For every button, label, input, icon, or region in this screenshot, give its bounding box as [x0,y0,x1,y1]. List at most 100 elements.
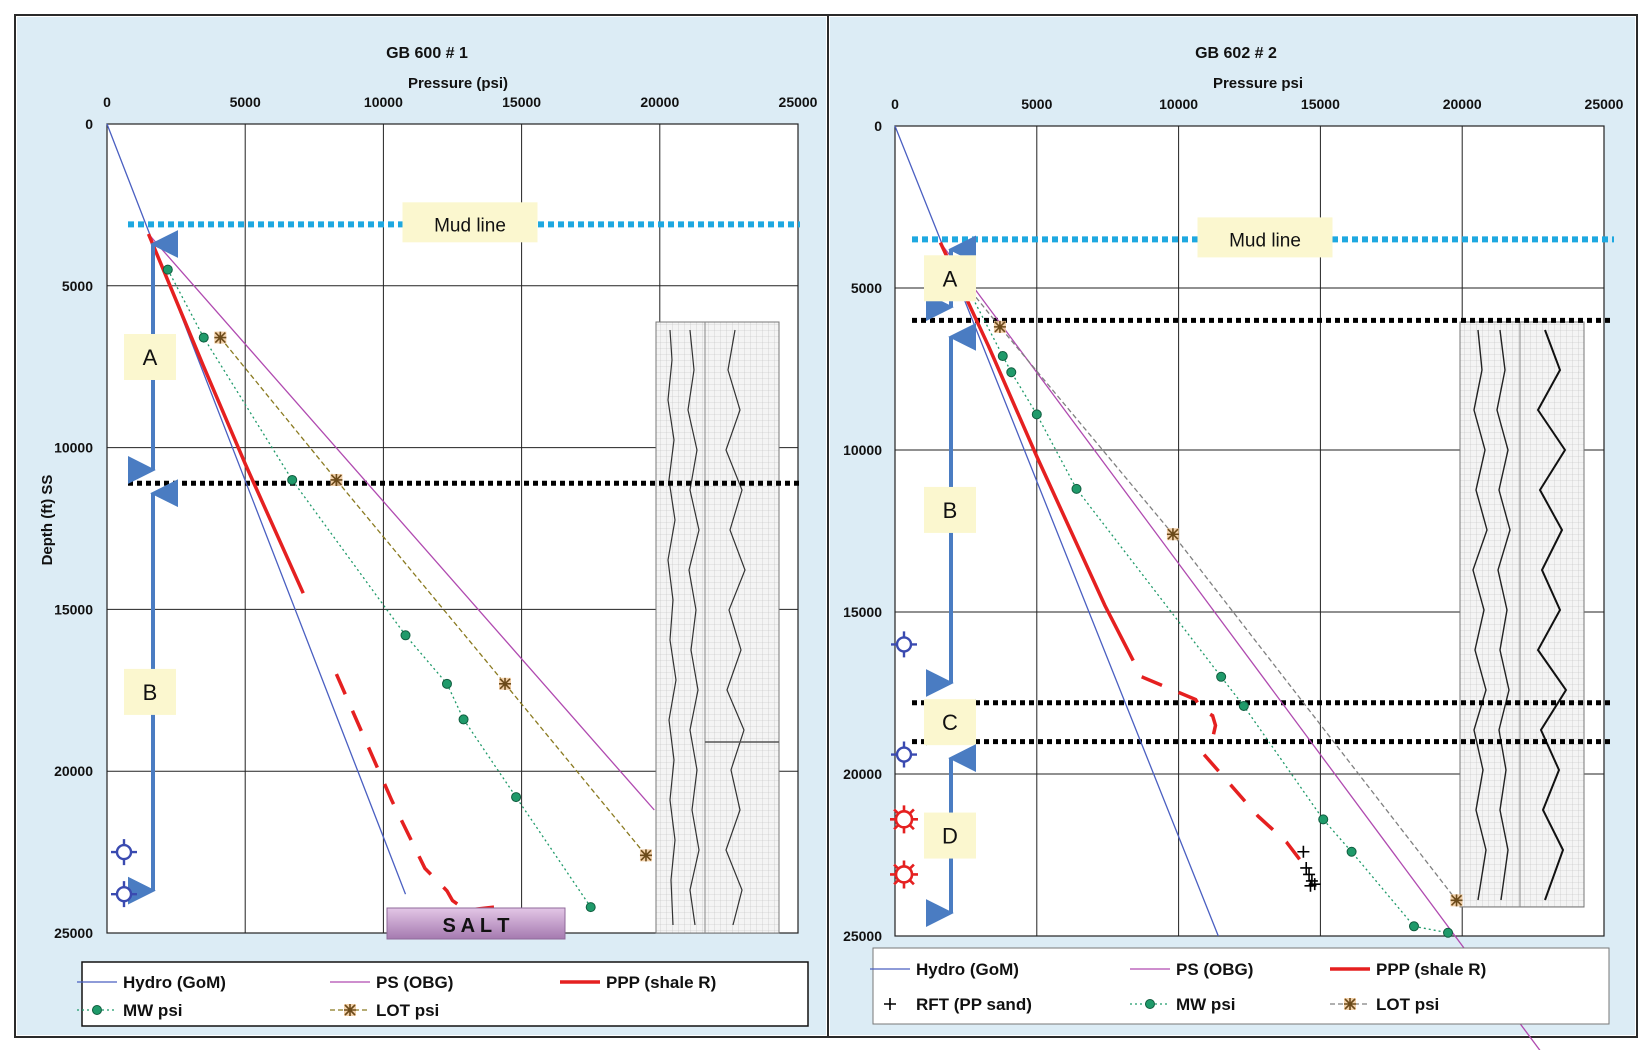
x-tick-label: 15000 [1301,96,1340,112]
series-rft-pp-sand [1297,845,1321,892]
series-lot-psi [214,331,652,862]
well-log-image [655,321,780,934]
legend-label: MW psi [123,1001,183,1020]
series-mw-psi-line [965,284,1449,934]
series-lot-psi-point [1166,528,1179,541]
x-tick-labels: 0 5000 10000 15000 20000 25000 [891,96,1624,112]
zone-label-box [924,812,976,859]
legend-label: PS (OBG) [1176,960,1253,979]
legend-box [81,961,809,1027]
well-marker-1 [891,741,917,768]
x-tick-labels: 0 5000 10000 15000 20000 25000 [103,94,818,110]
legend-entry-hydro-gom: Hydro (GoM) [870,960,1019,979]
x-tick-label: 10000 [1159,96,1198,112]
legend-items: Hydro (GoM) PS (OBG) PPP (shale R) MW psi LO… [77,973,716,1020]
legend-label: Hydro (GoM) [916,960,1019,979]
y-tick-labels: 0 5000 10000 15000 20000 25000 [843,118,882,944]
legend-entry-ps-obg: PS (OBG) [1130,960,1253,979]
x-tick-label: 5000 [230,94,261,110]
well-symbols [890,631,918,889]
y-tick-label: 5000 [62,278,93,294]
legend: Hydro (GoM) PS (OBG) PPP (shale R) RFT (PP … [870,947,1610,1025]
series-rft-pp-sand-point [1300,861,1313,874]
x-tick-label: 15000 [502,94,541,110]
legend-marker [1145,999,1155,1009]
mud-line-label: Mud line [1229,230,1301,251]
x-tick-label: 10000 [364,94,403,110]
zone-a: A [124,230,179,484]
zone-label-box [124,333,176,380]
series-layer [106,123,655,913]
series-mw-psi-point [585,902,596,913]
zone-label-box [924,486,976,533]
legend-label: PS (OBG) [376,973,453,992]
series-lot-psi-line [965,284,1458,901]
series-ps-obg-line [148,233,655,811]
y-tick-label: 20000 [843,766,882,782]
y-tick-label: 10000 [843,442,882,458]
zone-label: B [943,498,958,523]
legend-entry-hydro-gom: Hydro (GoM) [77,973,226,992]
series-mw-psi [960,279,1454,938]
y-tick-label: 0 [874,118,882,134]
series-mw-psi-point [997,351,1008,362]
legend-marker [1344,998,1356,1010]
horizontal-markers: Mud line [128,202,800,486]
legend-entry-lot-psi: LOT psi [330,1001,439,1020]
zone-label-box [924,699,976,746]
x-tick-label: 25000 [1585,96,1624,112]
zone-b: B [924,322,977,697]
gas-marker-2 [890,805,918,834]
y-tick-label: 20000 [54,763,93,779]
series-mw-psi-point [1216,671,1227,682]
x-tick-label: 5000 [1021,96,1052,112]
mud-line-label-box [402,202,538,243]
legend-label: PPP (shale R) [1376,960,1486,979]
x-axis-label: Pressure psi [1213,75,1303,92]
series-ppp-shale-r-line [1141,675,1218,739]
well-marker-0 [111,839,137,866]
well-log-image [1459,321,1585,908]
y-tick-label: 0 [85,116,93,132]
y-tick-label: 15000 [843,604,882,620]
mud-line-label-box [1197,217,1333,258]
series-lot-psi-point [1450,894,1463,907]
series-mw-psi-point [1006,367,1017,378]
zone-label: A [943,266,958,291]
y-tick-label: 25000 [843,928,882,944]
y-tick-labels: 0 5000 10000 15000 20000 25000 [54,116,93,941]
series-ppp-shale-r-line [334,673,495,913]
legend-label: RFT (PP sand) [916,995,1032,1014]
series-ps-obg-line [939,242,1543,1053]
y-tick-label: 5000 [851,280,882,296]
legend-label: PPP (shale R) [606,973,716,992]
series-mw-psi-point [198,332,209,343]
y-tick-label: 25000 [54,925,93,941]
series-mw-psi-point [458,714,469,725]
zone-label: C [942,710,958,735]
zone-c: C [924,698,977,746]
series-mw-psi-point [1408,921,1419,932]
plot-border [894,125,1605,937]
legend: Hydro (GoM) PS (OBG) PPP (shale R) MW psi LO… [77,961,809,1027]
zone-label: A [143,345,158,370]
series-lot-psi-point [639,849,652,862]
horizontal-markers: Mud line [912,217,1614,745]
salt-label: S A L T [442,915,509,937]
series-mw-psi-point [162,264,173,275]
series-rft-pp-sand-point [1297,845,1310,858]
series-ppp-shale-r [1141,675,1218,739]
zone-label-box [124,668,176,715]
x-tick-label: 25000 [779,94,818,110]
zone-label: D [942,824,958,849]
x-axis-label: Pressure (psi) [408,75,508,92]
series-mw-psi-point [1071,483,1082,494]
legend-label: LOT psi [376,1001,439,1020]
zones-layer: AB [124,230,179,905]
legend-entry-lot-psi: LOT psi [1330,995,1439,1014]
series-mw-psi-point [1238,700,1249,711]
grid [894,125,1605,937]
series-rft-pp-sand-point [1304,879,1317,892]
legend-label: MW psi [1176,995,1236,1014]
